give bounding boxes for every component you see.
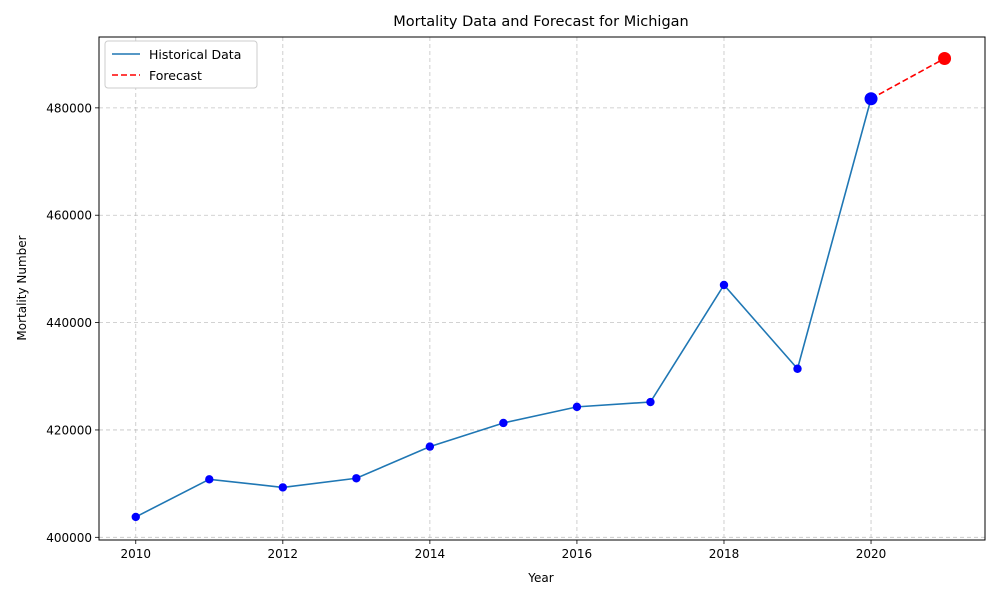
x-axis-label: Year	[527, 571, 553, 585]
y-tick-label: 400000	[46, 531, 92, 545]
plot-frame	[98, 36, 986, 541]
data-point	[499, 418, 508, 428]
x-tick-label: 2010	[120, 547, 151, 561]
y-tick-label: 480000	[46, 101, 92, 115]
y-tick-label: 420000	[46, 423, 92, 437]
data-point	[278, 483, 288, 492]
x-tick-label: 2020	[856, 547, 887, 561]
data-point	[205, 475, 214, 484]
y-tick-label: 460000	[46, 209, 92, 223]
forecast-line	[870, 57, 945, 100]
legend-box	[104, 40, 258, 89]
y-axis-ticks: 400000 420000 440000 460000 480000	[46, 101, 99, 545]
data-point	[646, 397, 655, 407]
x-tick-label: 2018	[709, 547, 740, 561]
data-point	[572, 402, 582, 412]
legend-label-historical: Historical Data	[149, 47, 241, 62]
x-tick-label: 2012	[268, 547, 299, 561]
historical-line	[135, 98, 872, 518]
data-point	[719, 280, 729, 290]
data-point	[425, 442, 435, 451]
data-point	[131, 512, 140, 522]
y-axis-label: Mortality Number	[15, 235, 29, 340]
series-layer	[131, 51, 952, 522]
x-tick-label: 2016	[562, 547, 593, 561]
latest-data-point	[864, 92, 878, 106]
data-point	[793, 364, 802, 373]
data-point	[352, 474, 361, 483]
y-tick-label: 440000	[46, 316, 92, 330]
chart-title: Mortality Data and Forecast for Michigan	[393, 14, 689, 30]
legend: Historical Data Forecast	[104, 40, 258, 89]
forecast-point	[938, 51, 952, 65]
x-axis-ticks: 2010 2012 2014 2016 2018 2020	[120, 540, 886, 561]
x-tick-label: 2014	[415, 547, 446, 561]
legend-label-forecast: Forecast	[149, 68, 202, 83]
grid	[99, 37, 985, 540]
